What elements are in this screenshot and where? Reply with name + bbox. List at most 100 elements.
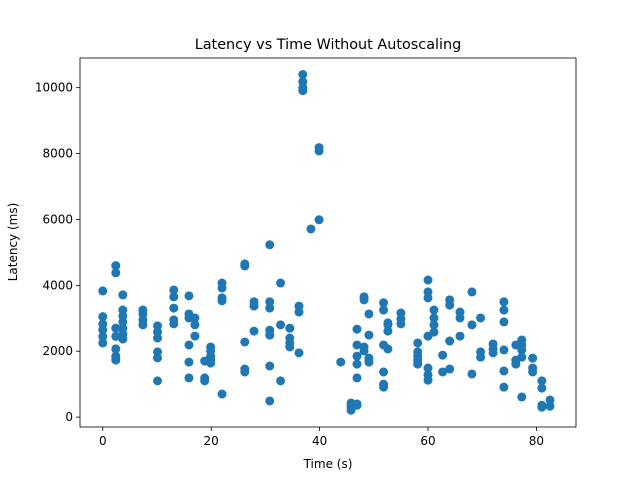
x-tick-label: 80 (529, 434, 544, 448)
point (240, 261, 250, 271)
point (528, 367, 538, 377)
x-tick-label: 20 (204, 434, 219, 448)
point (379, 298, 389, 308)
point (294, 348, 304, 358)
point (153, 353, 163, 363)
point (499, 297, 509, 307)
point (467, 287, 477, 297)
point (537, 402, 547, 412)
point (200, 376, 210, 386)
point (499, 366, 509, 376)
point (467, 369, 477, 379)
point (118, 290, 128, 300)
point (396, 319, 406, 329)
point (423, 375, 433, 385)
point (169, 292, 179, 302)
point (528, 353, 538, 363)
point (383, 320, 393, 330)
point (499, 305, 509, 315)
point (285, 342, 295, 352)
x-axis-label: Time (s) (303, 457, 353, 471)
point (537, 376, 547, 386)
point (217, 283, 227, 293)
point (537, 383, 547, 393)
point (429, 313, 439, 323)
point (364, 357, 374, 367)
point (298, 86, 308, 96)
point (455, 313, 465, 323)
point (383, 344, 393, 354)
y-tick-label: 10000 (35, 81, 73, 95)
point (285, 323, 295, 333)
point (265, 396, 275, 406)
point (352, 373, 362, 383)
point (438, 367, 448, 377)
point (184, 357, 194, 367)
point (499, 382, 509, 392)
point (423, 363, 433, 373)
point (476, 313, 486, 323)
point (206, 358, 216, 368)
point (379, 382, 389, 392)
point (467, 320, 477, 330)
point (455, 331, 465, 341)
point (190, 320, 200, 330)
point (294, 307, 304, 317)
point (359, 295, 369, 305)
point (111, 331, 121, 341)
point (276, 320, 286, 330)
point (111, 323, 121, 333)
point (118, 334, 128, 344)
point (184, 340, 194, 350)
point (438, 350, 448, 360)
point (265, 330, 275, 340)
point (476, 352, 486, 362)
point (517, 352, 527, 362)
point (352, 351, 362, 361)
point (413, 359, 423, 369)
point (111, 261, 121, 271)
point (298, 69, 308, 79)
point (379, 367, 389, 377)
point (499, 317, 509, 327)
point (265, 303, 275, 313)
point (364, 330, 374, 340)
point (276, 376, 286, 386)
point (98, 331, 108, 341)
point (265, 297, 275, 307)
point (499, 345, 509, 355)
point (383, 326, 393, 336)
point (445, 336, 455, 346)
point (169, 303, 179, 313)
point (111, 344, 121, 354)
point (314, 215, 324, 225)
point (429, 305, 439, 315)
point (184, 291, 194, 301)
chart-title: Latency vs Time Without Autoscaling (195, 37, 462, 53)
x-tick-label: 40 (312, 434, 327, 448)
point (190, 313, 200, 323)
point (423, 275, 433, 285)
point (153, 376, 163, 386)
point (517, 345, 527, 355)
point (445, 300, 455, 310)
point (276, 278, 286, 288)
x-tick-label: 0 (99, 434, 107, 448)
point (352, 340, 362, 350)
point (379, 305, 389, 315)
point (98, 286, 108, 296)
point (545, 401, 555, 411)
y-tick-label: 4000 (42, 278, 73, 292)
point (488, 348, 498, 358)
point (511, 359, 521, 369)
point (429, 320, 439, 330)
y-axis-label: Latency (ms) (6, 203, 20, 282)
plot-frame (79, 57, 577, 428)
point (517, 392, 527, 402)
y-tick-label: 6000 (42, 212, 73, 226)
point (545, 395, 555, 405)
point (306, 224, 316, 234)
point (98, 312, 108, 322)
